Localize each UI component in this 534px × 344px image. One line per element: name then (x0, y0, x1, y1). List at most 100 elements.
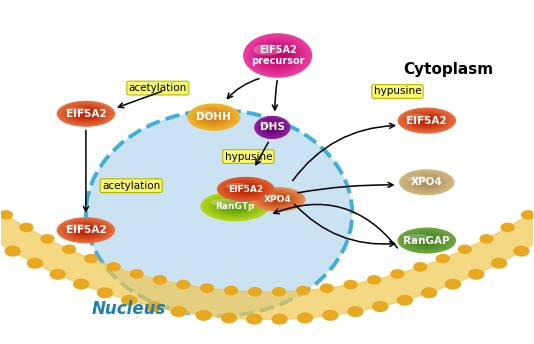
Ellipse shape (190, 105, 238, 130)
Ellipse shape (265, 123, 279, 132)
Ellipse shape (407, 173, 446, 192)
Ellipse shape (257, 190, 299, 209)
Ellipse shape (404, 230, 450, 251)
Ellipse shape (222, 179, 270, 200)
Ellipse shape (259, 43, 296, 67)
Ellipse shape (407, 112, 446, 129)
Circle shape (297, 313, 312, 323)
Ellipse shape (204, 112, 224, 122)
Ellipse shape (206, 194, 264, 219)
Ellipse shape (71, 107, 100, 120)
Ellipse shape (58, 101, 114, 126)
Ellipse shape (406, 172, 447, 192)
Circle shape (469, 269, 484, 279)
Circle shape (344, 280, 357, 289)
Circle shape (421, 288, 436, 298)
Circle shape (436, 255, 449, 263)
Ellipse shape (267, 195, 288, 204)
Ellipse shape (255, 189, 301, 210)
Text: hypusine: hypusine (225, 152, 272, 162)
Ellipse shape (400, 109, 454, 132)
Ellipse shape (410, 233, 444, 248)
Text: hypusine: hypusine (374, 86, 421, 96)
Ellipse shape (202, 192, 268, 221)
Ellipse shape (76, 226, 96, 235)
Ellipse shape (264, 122, 281, 133)
Ellipse shape (416, 116, 438, 126)
Ellipse shape (217, 177, 274, 202)
Text: DHS: DHS (260, 122, 285, 132)
Circle shape (514, 246, 529, 256)
Ellipse shape (219, 200, 251, 213)
Ellipse shape (69, 223, 103, 238)
Ellipse shape (399, 169, 454, 195)
Ellipse shape (259, 119, 286, 136)
Ellipse shape (399, 228, 455, 253)
Ellipse shape (257, 118, 287, 137)
Ellipse shape (197, 109, 230, 126)
Ellipse shape (260, 119, 285, 136)
Ellipse shape (406, 231, 447, 250)
Ellipse shape (194, 107, 234, 128)
Ellipse shape (202, 111, 225, 123)
Ellipse shape (402, 170, 452, 194)
Ellipse shape (187, 104, 240, 131)
Text: EIF5A2: EIF5A2 (228, 185, 263, 194)
Ellipse shape (265, 47, 290, 64)
Ellipse shape (261, 44, 295, 67)
Ellipse shape (410, 174, 444, 191)
Ellipse shape (75, 109, 97, 119)
Ellipse shape (86, 110, 352, 316)
Ellipse shape (226, 181, 265, 197)
Ellipse shape (249, 37, 307, 74)
Ellipse shape (267, 124, 278, 131)
Ellipse shape (232, 183, 259, 195)
Ellipse shape (247, 36, 308, 75)
Text: DOHH: DOHH (197, 112, 231, 122)
Ellipse shape (268, 49, 288, 62)
Circle shape (0, 211, 12, 219)
Ellipse shape (243, 33, 312, 78)
Ellipse shape (71, 224, 100, 237)
Ellipse shape (64, 104, 108, 123)
Ellipse shape (198, 109, 229, 125)
Circle shape (74, 279, 89, 289)
Text: EIF5A2
precursor: EIF5A2 precursor (251, 45, 304, 66)
Ellipse shape (225, 202, 245, 211)
Circle shape (445, 279, 460, 289)
Ellipse shape (418, 237, 435, 244)
Circle shape (320, 284, 333, 292)
Ellipse shape (191, 105, 237, 129)
Ellipse shape (196, 108, 232, 126)
Ellipse shape (265, 122, 280, 132)
Ellipse shape (258, 193, 280, 200)
Circle shape (98, 288, 113, 298)
Ellipse shape (218, 177, 273, 201)
Ellipse shape (414, 115, 439, 126)
Circle shape (522, 211, 534, 219)
Circle shape (50, 269, 65, 279)
Circle shape (153, 276, 166, 284)
Ellipse shape (414, 235, 439, 246)
Ellipse shape (74, 225, 98, 236)
Circle shape (492, 258, 507, 268)
Ellipse shape (205, 112, 223, 122)
Ellipse shape (245, 34, 311, 77)
Ellipse shape (65, 224, 89, 230)
Ellipse shape (413, 115, 440, 127)
Circle shape (501, 223, 514, 232)
Ellipse shape (256, 117, 289, 138)
Ellipse shape (252, 188, 303, 211)
Ellipse shape (400, 228, 454, 252)
Ellipse shape (203, 192, 267, 220)
Ellipse shape (406, 111, 447, 130)
Circle shape (201, 284, 214, 292)
Ellipse shape (61, 219, 111, 241)
Ellipse shape (258, 118, 287, 137)
Ellipse shape (235, 184, 256, 194)
Ellipse shape (397, 227, 456, 254)
Circle shape (85, 255, 98, 263)
Ellipse shape (263, 193, 293, 206)
Ellipse shape (212, 196, 258, 216)
Ellipse shape (59, 218, 113, 242)
